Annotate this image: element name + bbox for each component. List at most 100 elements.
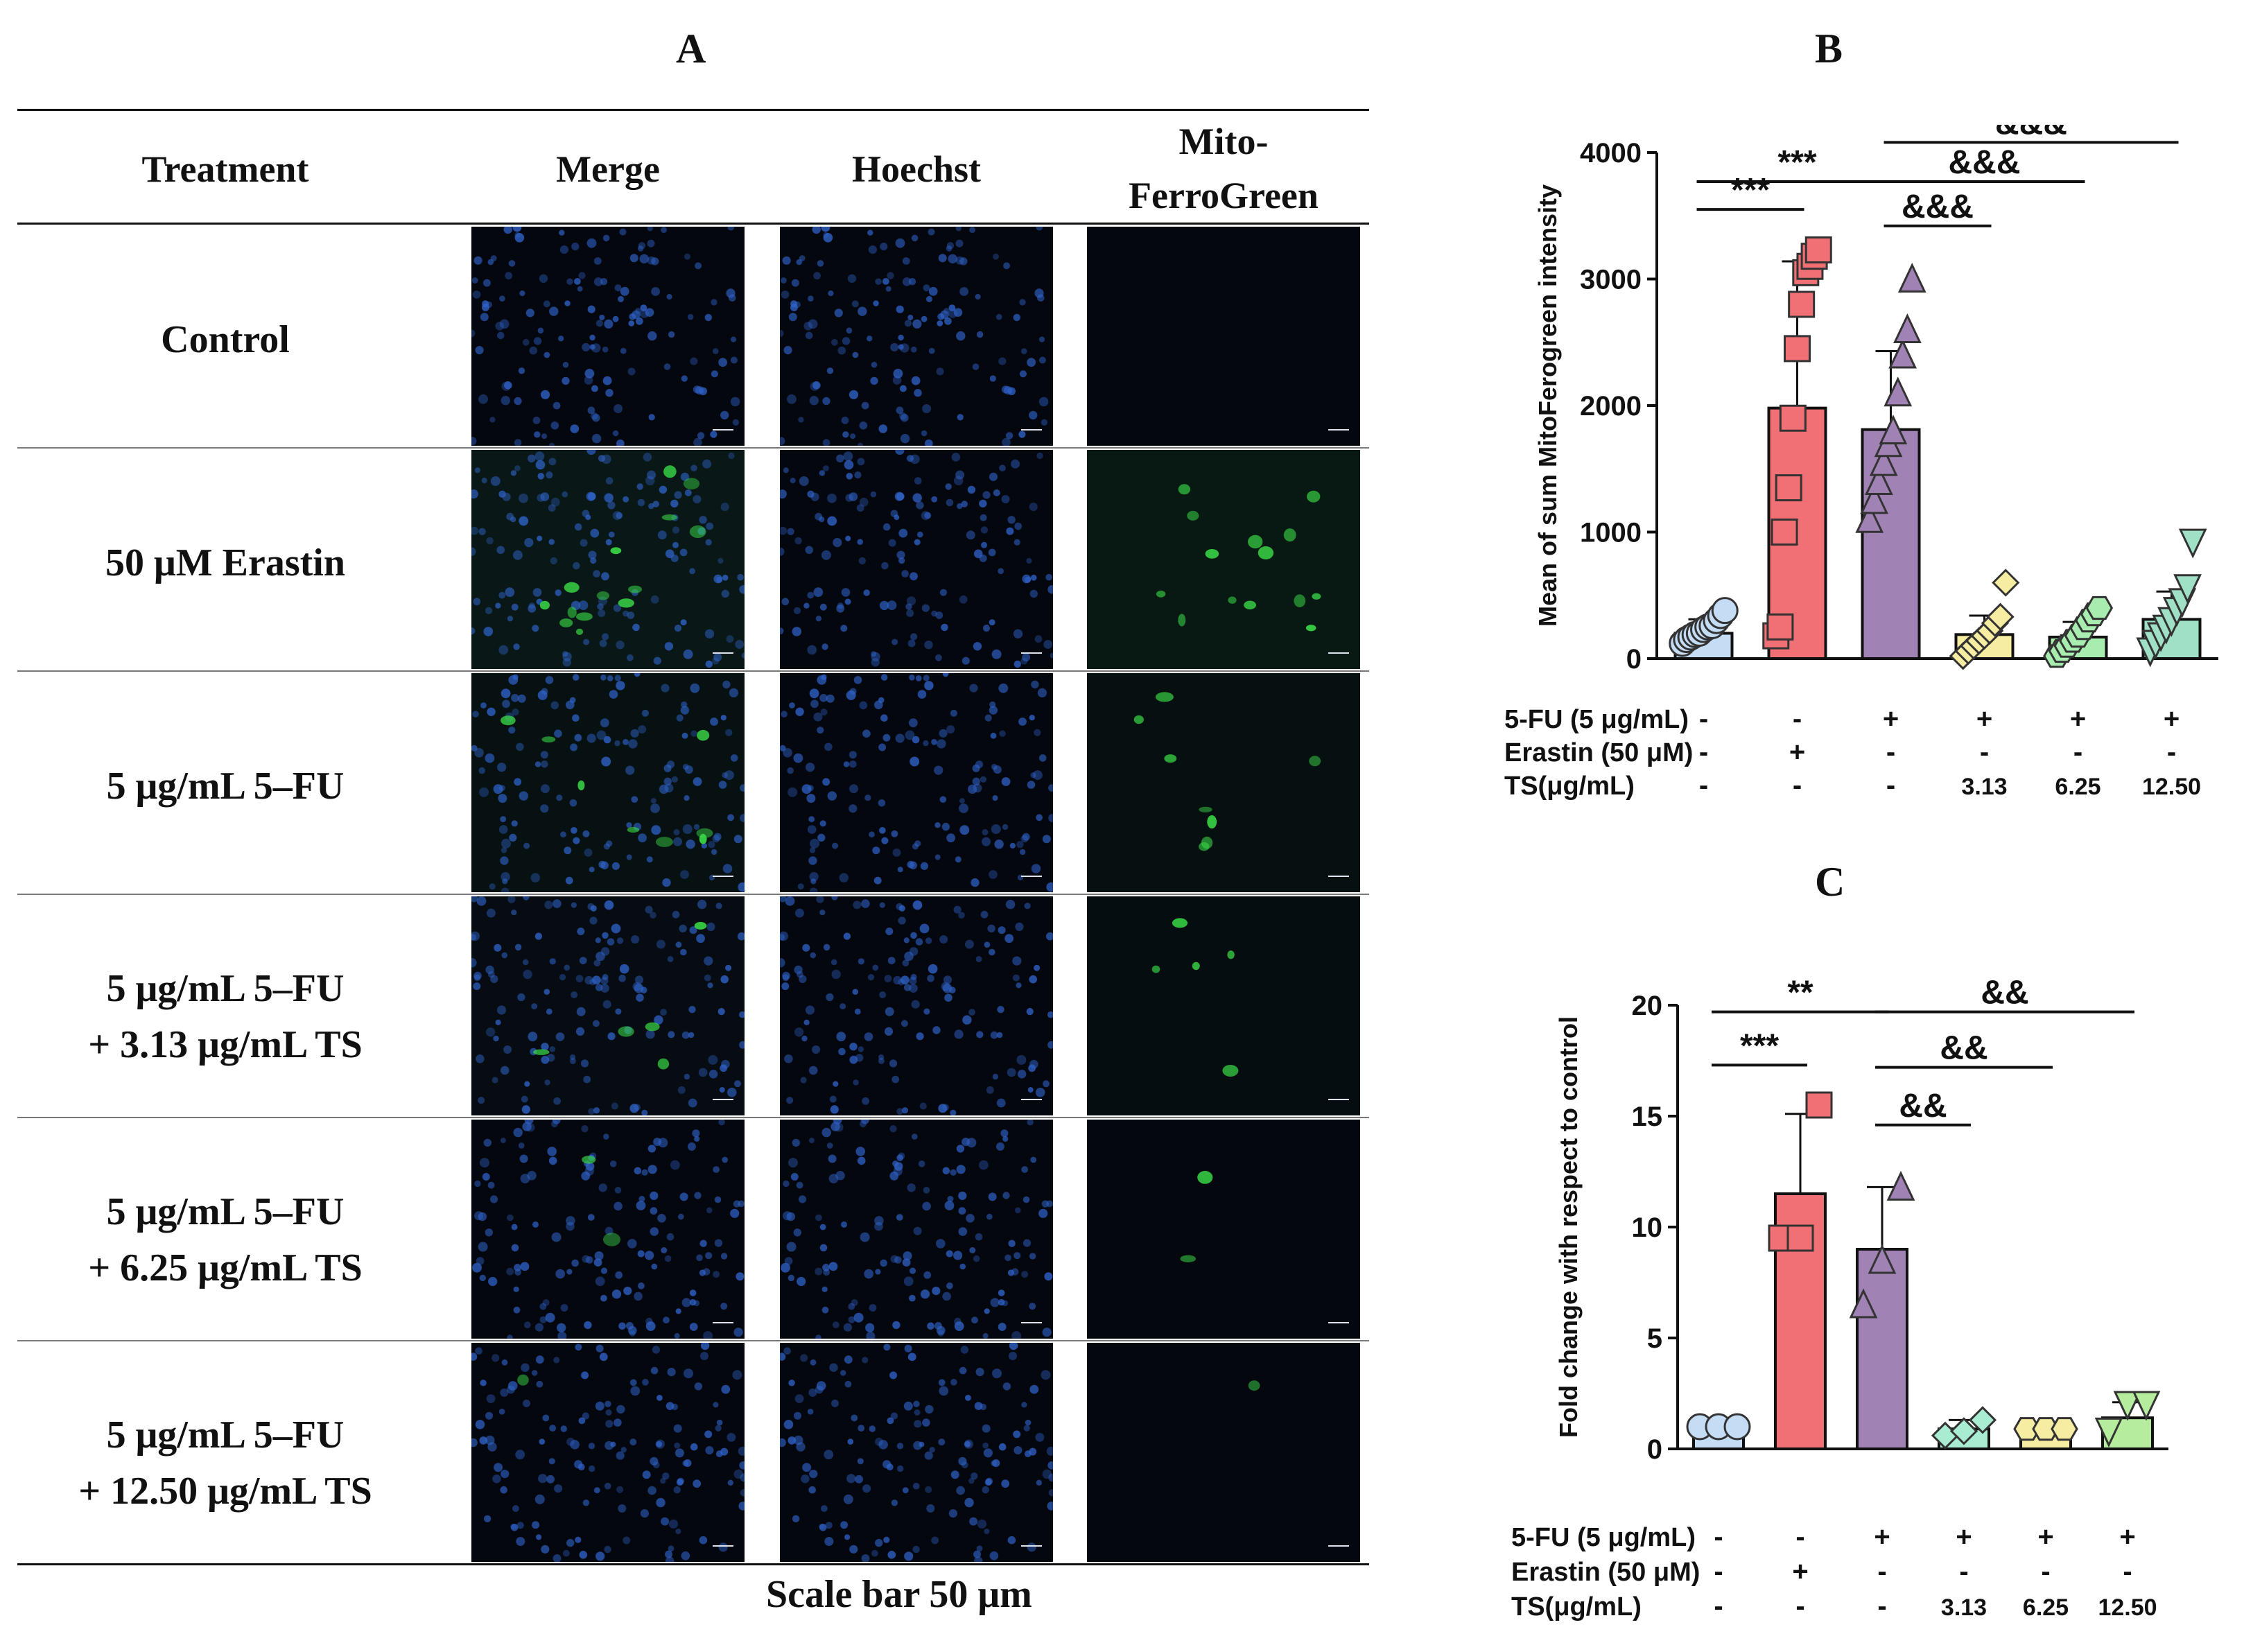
treatment-line2: + 3.13 μg/mL TS xyxy=(88,1023,363,1067)
micrograph-merge xyxy=(471,450,745,669)
data-point xyxy=(1860,484,1888,514)
condition-label: 5-FU (5 μg/mL) xyxy=(1511,1523,1696,1552)
condition-value: - xyxy=(1793,704,1802,734)
micrograph-merge xyxy=(471,896,745,1115)
y-tick-label: 0 xyxy=(1626,644,1642,675)
micrograph-ferrogreen xyxy=(1087,1343,1360,1562)
data-point xyxy=(1723,1413,1751,1441)
micrograph-image xyxy=(780,1343,1053,1562)
data-point xyxy=(1786,1224,1814,1252)
micrograph-image xyxy=(1087,450,1360,669)
data-point xyxy=(1766,613,1794,641)
data-point xyxy=(1986,602,2015,631)
condition-label: TS(μg/mL) xyxy=(1504,772,1635,801)
data-point xyxy=(1855,503,1884,533)
condition-value: 12.50 xyxy=(2098,1594,2157,1621)
condition-value: + xyxy=(1874,1522,1890,1552)
panel-c-letter: C xyxy=(1815,859,1845,905)
micrograph-ferrogreen xyxy=(1087,673,1360,892)
data-point xyxy=(1968,1406,1997,1434)
header-mito-line1: Mito- xyxy=(1178,121,1269,162)
condition-value: - xyxy=(1714,1591,1723,1621)
header-mito-ferrogreen: Mito- FerroGreen xyxy=(1087,114,1360,223)
condition-value: + xyxy=(1956,1522,1972,1552)
significance-label: *** xyxy=(1777,144,1816,181)
micrograph-hoechst xyxy=(780,227,1053,446)
micrograph-hoechst xyxy=(780,450,1053,669)
data-point xyxy=(1879,414,1908,444)
data-point xyxy=(1805,1091,1833,1119)
scale-bar xyxy=(1021,429,1042,436)
micrograph-ferrogreen xyxy=(1087,1120,1360,1339)
condition-value: - xyxy=(1714,1556,1723,1587)
treatment-label: 5 μg/mL 5–FU + 3.13 μg/mL TS xyxy=(17,961,433,1073)
data-point xyxy=(1779,404,1807,432)
y-tick-label: 0 xyxy=(1647,1434,1662,1465)
micrograph-hoechst xyxy=(780,673,1053,892)
y-tick-label: 4000 xyxy=(1580,138,1642,168)
condition-value: - xyxy=(2167,737,2176,767)
condition-label: Erastin (50 μM) xyxy=(1511,1558,1700,1587)
significance-label: && xyxy=(1899,1088,1947,1124)
scale-bar xyxy=(1328,876,1349,882)
data-point xyxy=(1888,338,1917,369)
scale-bar xyxy=(1021,1099,1042,1106)
micrograph-image xyxy=(472,1120,745,1339)
treatment-line1: 5 μg/mL 5–FU xyxy=(106,1414,345,1457)
treatment-line1: Control xyxy=(161,318,290,361)
condition-value: + xyxy=(1883,704,1899,734)
condition-value: - xyxy=(1886,770,1895,801)
condition-value: - xyxy=(1795,1522,1804,1552)
condition-value: + xyxy=(2119,1522,2135,1552)
condition-value: + xyxy=(2070,704,2086,734)
micrograph-image xyxy=(471,896,745,1115)
data-point xyxy=(1893,313,1922,343)
row-divider xyxy=(17,1340,1369,1341)
scale-bar xyxy=(1021,876,1042,882)
condition-value: - xyxy=(1795,1591,1804,1621)
treatment-label: Control xyxy=(17,312,433,368)
y-tick-label: 15 xyxy=(1632,1102,1663,1132)
scale-caption: Scale bar 50 μm xyxy=(766,1573,1032,1616)
micrograph-image xyxy=(1248,1380,1260,1391)
y-tick-label: 5 xyxy=(1647,1323,1662,1354)
y-axis-label: Fold change with respect to control xyxy=(1554,1016,1583,1438)
condition-value: - xyxy=(2073,737,2082,767)
condition-value: - xyxy=(1793,770,1802,801)
scale-bar xyxy=(713,1099,733,1106)
row-divider xyxy=(17,670,1369,672)
micrograph-merge xyxy=(471,227,745,446)
data-point xyxy=(1788,290,1816,318)
table-bottom-rule xyxy=(17,1563,1369,1565)
condition-value: 6.25 xyxy=(2023,1594,2069,1621)
data-point xyxy=(1897,262,1926,293)
y-tick-label: 10 xyxy=(1632,1212,1663,1243)
condition-value: - xyxy=(1959,1556,1968,1587)
condition-value: - xyxy=(2041,1556,2050,1587)
treatment-line1: 5 μg/mL 5–FU xyxy=(106,765,345,808)
data-point xyxy=(1775,474,1802,502)
treatment-line2: + 12.50 μg/mL TS xyxy=(78,1470,372,1513)
micrograph-hoechst xyxy=(780,1343,1053,1562)
header-merge: Merge xyxy=(556,148,660,190)
table-top-rule xyxy=(17,109,1369,111)
data-point xyxy=(1849,1288,1878,1319)
condition-value: - xyxy=(1980,737,1989,767)
scale-bar xyxy=(713,1545,733,1552)
micrograph-image xyxy=(1087,673,1360,892)
header-treatment: Treatment xyxy=(141,148,309,190)
micrograph-image xyxy=(780,227,1049,446)
data-point xyxy=(1949,1417,1978,1445)
significance-label: &&& xyxy=(1949,144,2021,181)
condition-value: - xyxy=(1877,1556,1886,1587)
significance-label: &&& xyxy=(1902,189,1974,225)
row-divider xyxy=(17,894,1369,895)
condition-label: 5-FU (5 μg/mL) xyxy=(1504,705,1689,734)
condition-value: - xyxy=(2123,1556,2132,1587)
micrograph-image xyxy=(471,673,745,892)
scale-bar xyxy=(713,652,733,659)
micrograph-image xyxy=(471,227,740,446)
condition-value: 6.25 xyxy=(2055,774,2100,800)
data-point xyxy=(1868,1244,1897,1274)
condition-value: 3.13 xyxy=(1941,1594,1987,1621)
